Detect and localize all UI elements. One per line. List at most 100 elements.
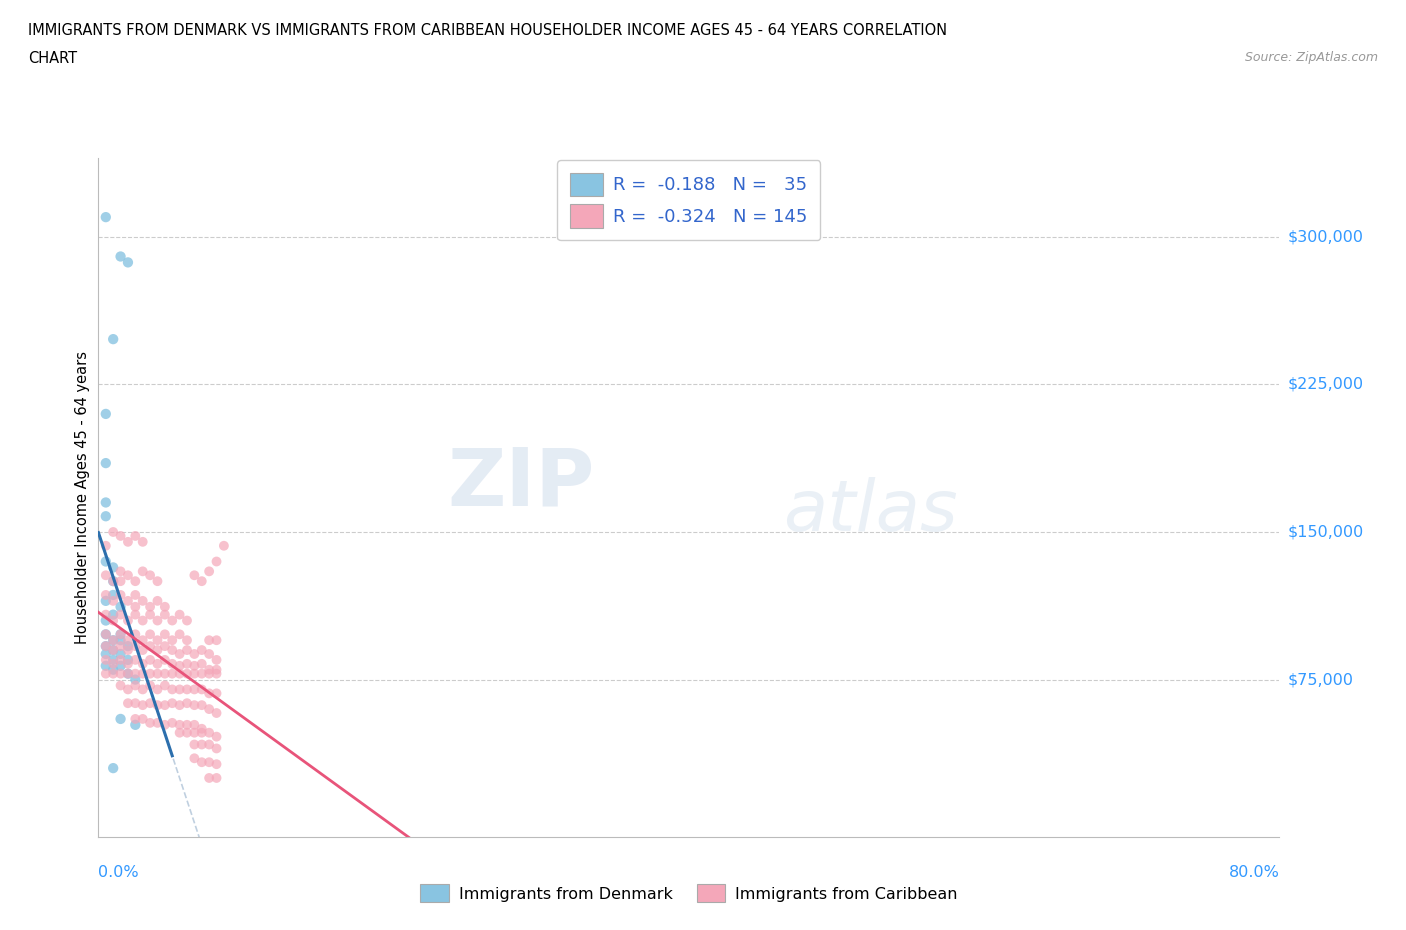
Point — [191, 666, 214, 681]
Point — [169, 717, 191, 732]
Point — [169, 627, 191, 642]
Point — [132, 657, 155, 671]
Point — [191, 574, 214, 589]
Point — [139, 666, 162, 681]
Point — [117, 535, 139, 550]
Point — [176, 666, 198, 681]
Point — [132, 643, 155, 658]
Point — [103, 574, 125, 589]
Point — [103, 588, 125, 603]
Text: $225,000: $225,000 — [1288, 377, 1364, 392]
Point — [183, 698, 205, 712]
Point — [124, 717, 146, 732]
Point — [117, 682, 139, 697]
Point — [162, 613, 183, 628]
Point — [94, 406, 117, 421]
Point — [162, 696, 183, 711]
Point — [146, 632, 169, 647]
Point — [117, 666, 139, 681]
Point — [205, 632, 228, 647]
Point — [205, 686, 228, 701]
Point — [146, 682, 169, 697]
Point — [176, 717, 198, 732]
Point — [94, 639, 117, 654]
Point — [153, 666, 176, 681]
Point — [132, 698, 155, 712]
Point — [103, 643, 125, 658]
Point — [139, 568, 162, 583]
Point — [124, 666, 146, 681]
Point — [124, 599, 146, 614]
Point — [103, 525, 125, 539]
Point — [103, 574, 125, 589]
Point — [169, 646, 191, 661]
Point — [124, 607, 146, 622]
Point — [103, 632, 125, 647]
Point — [162, 657, 183, 671]
Point — [94, 593, 117, 608]
Point — [94, 658, 117, 673]
Point — [103, 593, 125, 608]
Point — [117, 632, 139, 647]
Point — [176, 613, 198, 628]
Point — [124, 639, 146, 654]
Point — [162, 632, 183, 647]
Point — [162, 643, 183, 658]
Point — [94, 209, 117, 224]
Point — [139, 715, 162, 730]
Point — [198, 632, 221, 647]
Point — [205, 741, 228, 756]
Point — [117, 696, 139, 711]
Point — [110, 653, 132, 668]
Point — [103, 332, 125, 347]
Point — [110, 658, 132, 673]
Point — [110, 627, 132, 642]
Point — [94, 495, 117, 510]
Point — [124, 653, 146, 668]
Text: $300,000: $300,000 — [1288, 230, 1364, 245]
Point — [94, 666, 117, 681]
Point — [183, 568, 205, 583]
Point — [103, 560, 125, 575]
Point — [139, 607, 162, 622]
Point — [94, 627, 117, 642]
Point — [94, 456, 117, 471]
Point — [146, 657, 169, 671]
Point — [110, 639, 132, 654]
Point — [103, 761, 125, 776]
Y-axis label: Householder Income Ages 45 - 64 years: Householder Income Ages 45 - 64 years — [75, 351, 90, 644]
Point — [139, 678, 162, 693]
Point — [124, 588, 146, 603]
Point — [94, 607, 117, 622]
Point — [94, 554, 117, 569]
Point — [162, 666, 183, 681]
Point — [205, 757, 228, 772]
Point — [124, 711, 146, 726]
Point — [132, 632, 155, 647]
Point — [169, 607, 191, 622]
Point — [110, 632, 132, 647]
Point — [153, 653, 176, 668]
Point — [205, 771, 228, 786]
Text: Source: ZipAtlas.com: Source: ZipAtlas.com — [1244, 51, 1378, 64]
Point — [110, 588, 132, 603]
Point — [103, 662, 125, 677]
Point — [103, 632, 125, 647]
Point — [198, 701, 221, 716]
Point — [198, 666, 221, 681]
Point — [139, 599, 162, 614]
Point — [169, 725, 191, 740]
Point — [198, 662, 221, 677]
Point — [183, 646, 205, 661]
Point — [110, 646, 132, 661]
Text: atlas: atlas — [783, 477, 957, 546]
Point — [191, 643, 214, 658]
Point — [146, 666, 169, 681]
Point — [94, 588, 117, 603]
Point — [124, 627, 146, 642]
Point — [191, 682, 214, 697]
Point — [139, 696, 162, 711]
Point — [139, 653, 162, 668]
Text: 80.0%: 80.0% — [1229, 865, 1279, 880]
Point — [205, 662, 228, 677]
